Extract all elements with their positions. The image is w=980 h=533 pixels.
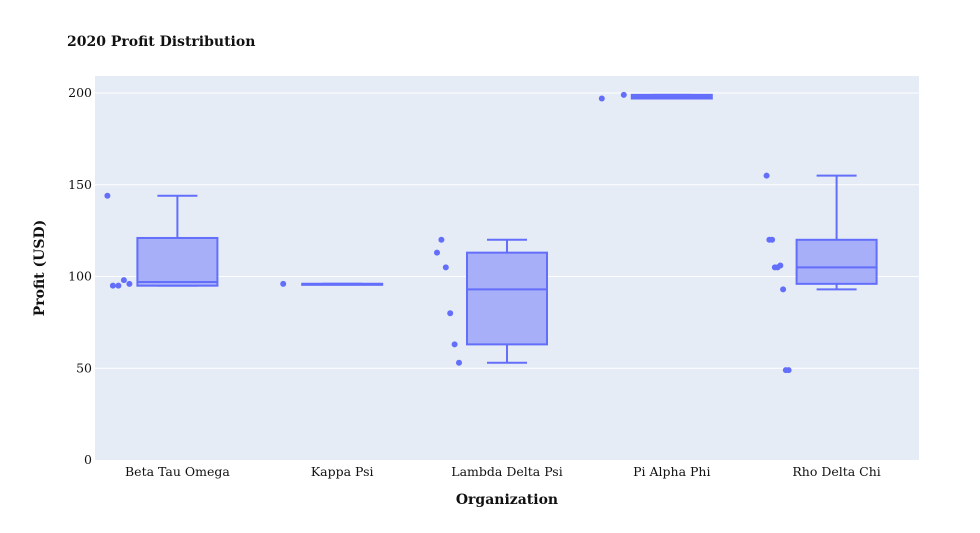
y-tick-label: 100 [68, 269, 92, 284]
x-tick-label: Pi Alpha Phi [633, 464, 710, 479]
box-pi-alpha-phi [630, 93, 713, 100]
x-axis-title: Organization [456, 492, 558, 508]
data-point [620, 91, 627, 98]
x-tick-label: Rho Delta Chi [792, 464, 880, 479]
data-point [598, 95, 605, 102]
data-point [777, 262, 784, 269]
box-lambda-delta-psi [466, 238, 548, 364]
x-tick-label: Kappa Psi [311, 464, 374, 479]
data-point [447, 310, 454, 317]
x-tick-label: Beta Tau Omega [125, 464, 230, 479]
iqr-box [136, 236, 219, 287]
box-rho-delta-chi [795, 174, 878, 291]
box-kappa-psi [301, 282, 384, 286]
data-point [120, 277, 127, 284]
data-point [438, 236, 445, 243]
data-point [109, 282, 116, 289]
iqr-box [466, 251, 548, 346]
data-point [434, 249, 440, 256]
iqr-box [795, 238, 878, 285]
y-tick-label: 200 [68, 85, 92, 100]
data-point [451, 341, 458, 348]
y-tick-label: 150 [68, 177, 92, 192]
y-tick-label: 50 [76, 360, 92, 375]
data-point [456, 359, 462, 366]
data-point [785, 367, 792, 374]
y-tick-label: 0 [84, 452, 92, 467]
data-point [763, 172, 770, 179]
y-axis-title: Profit (USD) [32, 220, 48, 316]
data-point [780, 286, 787, 293]
chart-title: 2020 Profit Distribution [67, 34, 255, 50]
data-point [280, 280, 287, 287]
x-tick-label: Lambda Delta Psi [451, 464, 562, 479]
data-point [769, 236, 776, 243]
data-point [115, 282, 122, 289]
data-point [104, 192, 111, 199]
box-beta-tau-omega [136, 194, 219, 287]
data-point [126, 280, 133, 287]
data-point [442, 264, 449, 271]
